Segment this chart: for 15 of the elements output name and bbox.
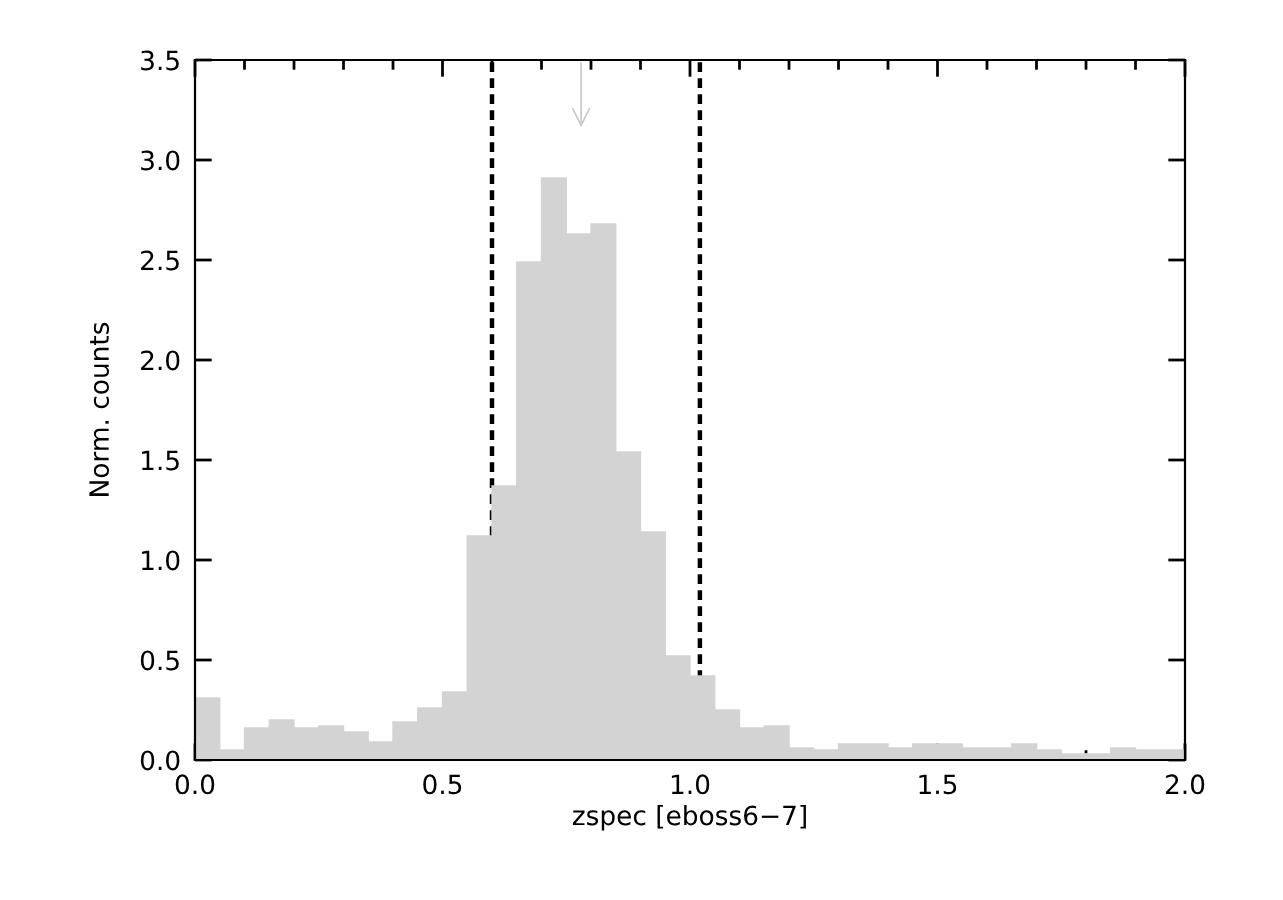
x-tick-label: 1.5: [919, 774, 957, 795]
x-axis-title: zspec [eboss6−7]: [572, 804, 806, 831]
y-tick-label: 1.5: [142, 450, 179, 471]
y-tick-label: 0.0: [140, 750, 180, 771]
y-tick-label: 3.0: [141, 150, 180, 171]
y-tick-label: 3.5: [141, 50, 179, 71]
x-tick-label: 0.0: [175, 774, 215, 795]
y-tick-label: 2.0: [141, 350, 180, 371]
y-tick-label: 2.5: [141, 250, 179, 271]
x-tick-label: 0.5: [423, 774, 462, 795]
y-tick-label: 1.0: [142, 550, 180, 571]
y-axis-title: Norm. counts: [89, 322, 110, 496]
x-tick-label: 1.0: [671, 774, 710, 795]
y-tick-label: 0.5: [140, 650, 179, 671]
x-tick-label: 2.0: [1165, 774, 1205, 795]
